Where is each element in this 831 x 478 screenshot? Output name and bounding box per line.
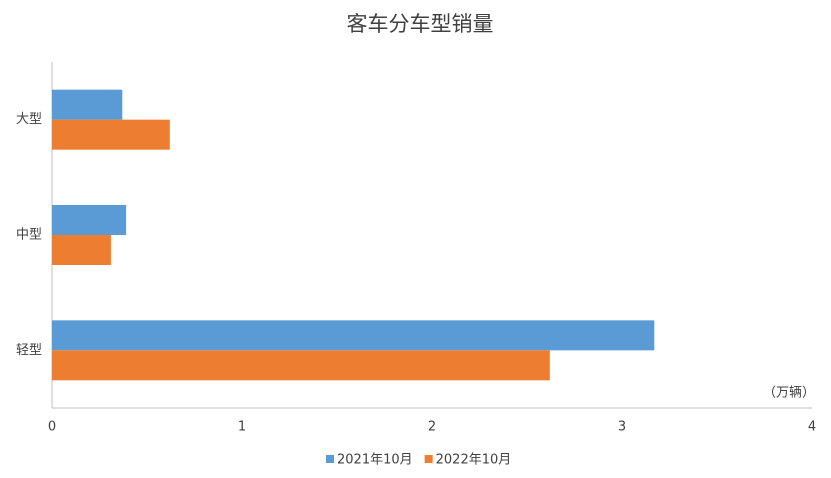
unit-label: （万辆） bbox=[763, 386, 815, 401]
bar bbox=[52, 350, 550, 381]
x-tick-label: 3 bbox=[618, 420, 626, 435]
bar bbox=[52, 320, 655, 351]
legend-swatch bbox=[424, 455, 433, 463]
x-tick-label: 1 bbox=[238, 420, 246, 435]
legend-label: 2021年10月 bbox=[337, 453, 413, 468]
legend-swatch bbox=[326, 455, 334, 463]
bar bbox=[52, 235, 111, 265]
y-tick-label: 中型 bbox=[16, 228, 42, 243]
chart-title: 客车分车型销量 bbox=[347, 12, 494, 36]
legend-label: 2022年10月 bbox=[436, 453, 512, 468]
x-tick-label: 2 bbox=[428, 420, 436, 435]
x-tick-label: 4 bbox=[808, 420, 816, 435]
bar bbox=[52, 119, 170, 150]
bar bbox=[52, 89, 123, 120]
y-tick-label: 大型 bbox=[16, 112, 42, 127]
y-tick-label: 轻型 bbox=[16, 343, 42, 358]
bar bbox=[52, 205, 127, 235]
x-tick-label: 0 bbox=[48, 420, 56, 435]
